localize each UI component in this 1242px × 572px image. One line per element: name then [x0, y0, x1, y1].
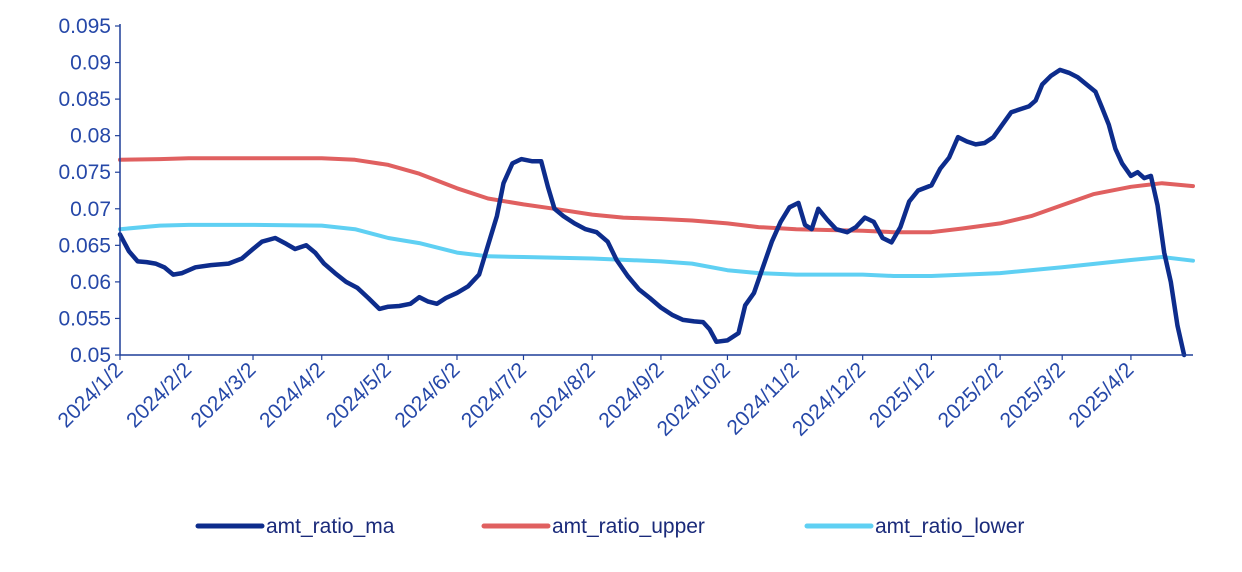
x-tick-label: 2024/6/2	[390, 358, 464, 432]
legend-label-amt-ratio-upper: amt_ratio_upper	[552, 515, 705, 538]
y-tick-label: 0.075	[58, 161, 111, 184]
y-tick-label: 0.055	[58, 307, 111, 330]
axes-group	[119, 24, 1193, 356]
x-tick-label: 2024/8/2	[526, 358, 600, 432]
legend-label-amt-ratio-ma: amt_ratio_ma	[266, 515, 395, 538]
y-tick-label: 0.07	[70, 198, 111, 221]
y-tick-label: 0.05	[70, 344, 111, 367]
x-tick-label: 2024/12/2	[788, 358, 870, 440]
x-tick-label: 2025/4/2	[1064, 358, 1138, 432]
x-tick-label: 2025/2/2	[934, 358, 1008, 432]
y-tick-label: 0.095	[58, 15, 111, 38]
series-group	[117, 67, 1195, 358]
y-tick-label: 0.065	[58, 234, 111, 257]
series-line-amt-ratio-upper	[118, 156, 1195, 235]
legend: amt_ratio_ma amt_ratio_upper amt_ratio_low…	[195, 515, 1024, 538]
y-tick-label: 0.06	[70, 271, 111, 294]
x-tick-label: 2024/5/2	[322, 358, 396, 432]
x-tick-label: 2025/3/2	[996, 358, 1070, 432]
x-tick-label: 2024/7/2	[457, 358, 531, 432]
series-line-amt-ratio-ma	[117, 67, 1187, 358]
x-tick-label: 2024/2/2	[122, 358, 196, 432]
y-tick-label: 0.09	[70, 52, 111, 75]
series-line-amt-ratio-lower	[118, 222, 1195, 278]
legend-label-amt-ratio-lower: amt_ratio_lower	[875, 515, 1024, 538]
y-tick-labels: 0.05 0.055 0.06 0.065 0.07 0.075 0.08 0.085 0.09…	[58, 15, 120, 367]
x-tick-label: 2024/4/2	[255, 358, 329, 432]
x-tick-label: 2024/3/2	[186, 358, 260, 432]
x-tick-label: 2024/10/2	[653, 358, 735, 440]
y-tick-label: 0.085	[58, 88, 111, 111]
x-tick-labels: 2024/1/22024/2/22024/3/22024/4/22024/5/2…	[53, 355, 1138, 441]
x-tick-label: 2025/1/2	[865, 358, 939, 432]
y-tick-label: 0.08	[70, 125, 111, 148]
x-tick-label: 2024/1/2	[53, 358, 127, 432]
